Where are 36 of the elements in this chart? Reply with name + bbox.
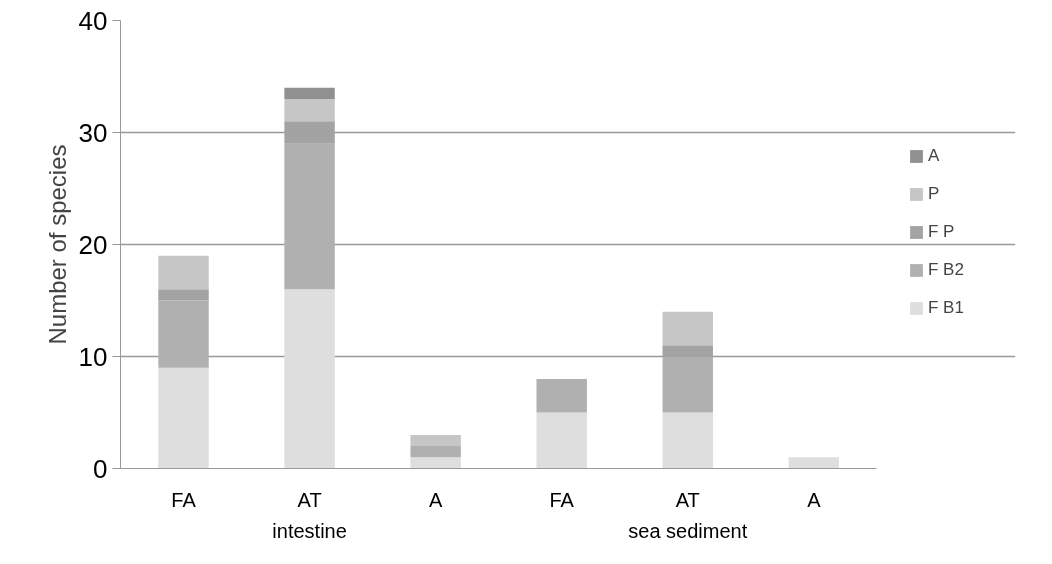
x-tick-label: AT	[297, 488, 322, 511]
bar	[284, 98, 335, 122]
bar	[410, 446, 461, 458]
legend-label: F B2	[928, 260, 964, 280]
y-axis-title: Number of species	[43, 144, 71, 345]
y-tick-label: 10	[78, 341, 108, 372]
x-tick-label: A	[807, 488, 822, 511]
y-tick-label: 20	[78, 229, 108, 260]
legend-label: A	[928, 146, 941, 166]
bar	[536, 412, 587, 469]
x-tick-label: FA	[171, 488, 197, 511]
x-tick-label: A	[428, 488, 443, 511]
bar	[662, 356, 713, 413]
bar	[536, 378, 587, 413]
bar	[158, 367, 209, 469]
text: intestine	[272, 519, 347, 542]
bar	[284, 143, 335, 290]
bar	[158, 289, 209, 301]
bar	[410, 457, 461, 469]
text: sea sediment	[628, 519, 748, 542]
bar	[662, 311, 713, 346]
x-tick-label: AT	[675, 488, 700, 511]
bar	[410, 434, 461, 447]
legend-label: F B1	[928, 298, 964, 318]
y-tick-label: 30	[78, 117, 108, 148]
bar	[662, 412, 713, 469]
legend-label: F P	[928, 222, 955, 242]
y-tick-label: 0	[93, 453, 108, 484]
bar	[788, 457, 840, 469]
bar	[158, 300, 209, 368]
bar	[158, 255, 209, 290]
bar	[284, 87, 335, 99]
x-tick-label: FA	[549, 488, 575, 511]
bar	[284, 289, 335, 469]
y-tick-label: 40	[78, 5, 108, 36]
legend-label: P	[928, 184, 941, 204]
